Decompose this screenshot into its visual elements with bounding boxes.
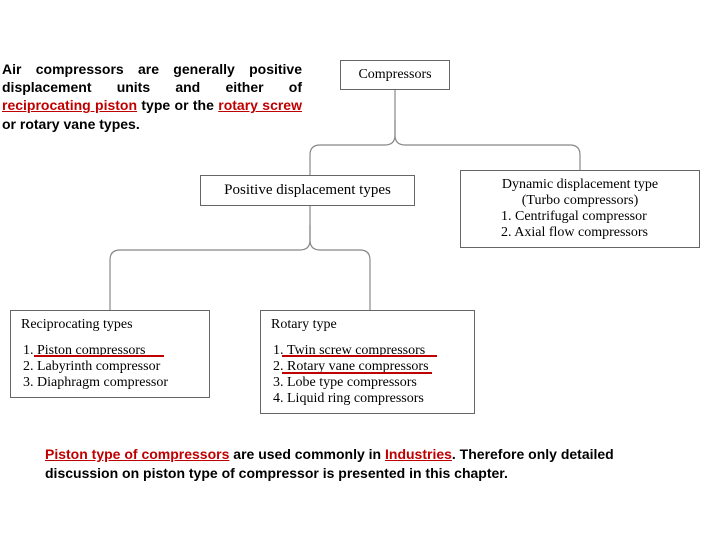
recip-title: Reciprocating types (21, 317, 199, 333)
node-dynamic: Dynamic displacement type (Turbo compres… (460, 170, 700, 248)
red-underline (34, 355, 164, 357)
node-positive: Positive displacement types (200, 175, 415, 206)
bottom-mid: are used commonly in (229, 446, 385, 462)
dynamic-title: Dynamic displacement type (471, 177, 689, 193)
rotary-item-4: Liquid ring compressors (273, 391, 464, 407)
red-underline (282, 372, 432, 374)
dynamic-item-1: 1. Centrifugal compressor (501, 209, 689, 225)
recip-item-3: Diaphragm compressor (23, 375, 199, 391)
rotary-item-3: Lobe type compressors (273, 375, 464, 391)
red-underline (282, 355, 437, 357)
dynamic-item-2: 2. Axial flow compressors (501, 225, 689, 241)
bottom-highlight-2: Industries (385, 446, 452, 462)
rotary-title: Rotary type (271, 317, 464, 333)
bottom-paragraph: Piston type of compressors are used comm… (45, 445, 685, 483)
dynamic-subtitle: (Turbo compressors) (471, 193, 689, 209)
recip-item-2: Labyrinth compressor (23, 359, 199, 375)
bottom-highlight-1: Piston type of compressors (45, 446, 229, 462)
node-reciprocating: Reciprocating types Piston compressors L… (10, 310, 210, 398)
node-positive-label: Positive displacement types (224, 182, 391, 198)
node-rotary: Rotary type Twin screw compressors Rotar… (260, 310, 475, 414)
